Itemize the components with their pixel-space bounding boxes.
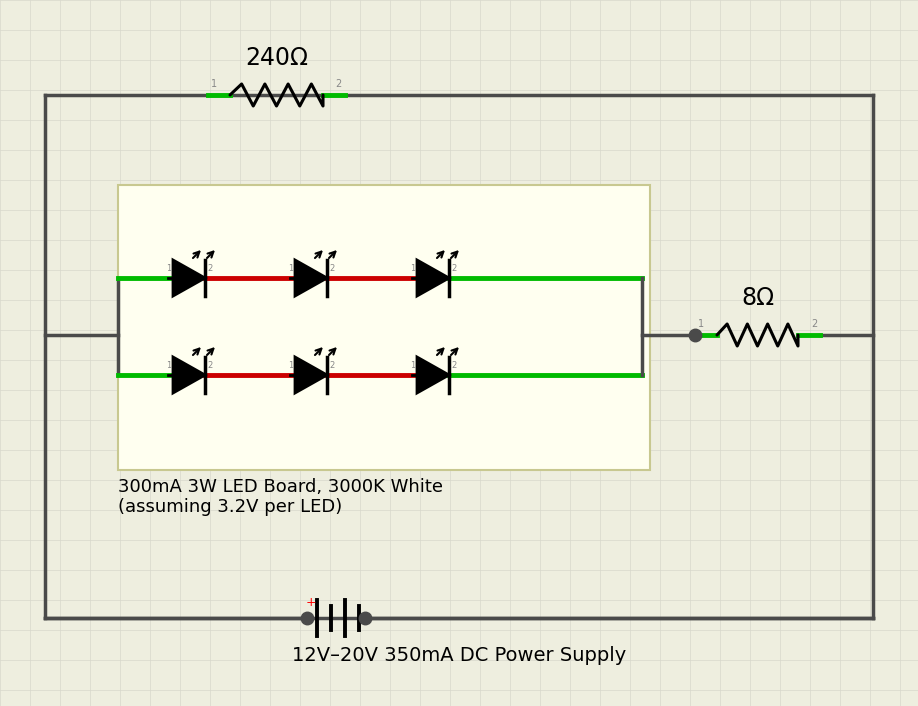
Bar xyxy=(118,185,650,470)
Text: 300mA 3W LED Board, 3000K White: 300mA 3W LED Board, 3000K White xyxy=(118,478,443,496)
Polygon shape xyxy=(417,357,449,393)
Text: 2: 2 xyxy=(451,361,456,370)
Text: 1: 1 xyxy=(211,79,218,89)
Text: 2: 2 xyxy=(811,319,817,329)
Text: 240Ω: 240Ω xyxy=(245,46,308,70)
Text: 12V–20V 350mA DC Power Supply: 12V–20V 350mA DC Power Supply xyxy=(292,646,626,665)
Text: 1: 1 xyxy=(698,319,704,329)
Text: 2: 2 xyxy=(207,361,212,370)
Text: 2: 2 xyxy=(329,361,334,370)
Polygon shape xyxy=(295,260,327,296)
Text: 8Ω: 8Ω xyxy=(741,286,774,310)
Text: 1: 1 xyxy=(287,264,293,273)
Polygon shape xyxy=(417,260,449,296)
Text: (assuming 3.2V per LED): (assuming 3.2V per LED) xyxy=(118,498,342,516)
Text: 1: 1 xyxy=(166,361,171,370)
Text: 2: 2 xyxy=(451,264,456,273)
Polygon shape xyxy=(295,357,327,393)
Text: 1: 1 xyxy=(409,361,415,370)
Text: +: + xyxy=(306,595,317,609)
Text: 1: 1 xyxy=(409,264,415,273)
Polygon shape xyxy=(173,260,205,296)
Text: 2: 2 xyxy=(336,79,342,89)
Text: 2: 2 xyxy=(207,264,212,273)
Text: 2: 2 xyxy=(329,264,334,273)
Text: 1: 1 xyxy=(166,264,171,273)
Polygon shape xyxy=(173,357,205,393)
Text: 1: 1 xyxy=(287,361,293,370)
